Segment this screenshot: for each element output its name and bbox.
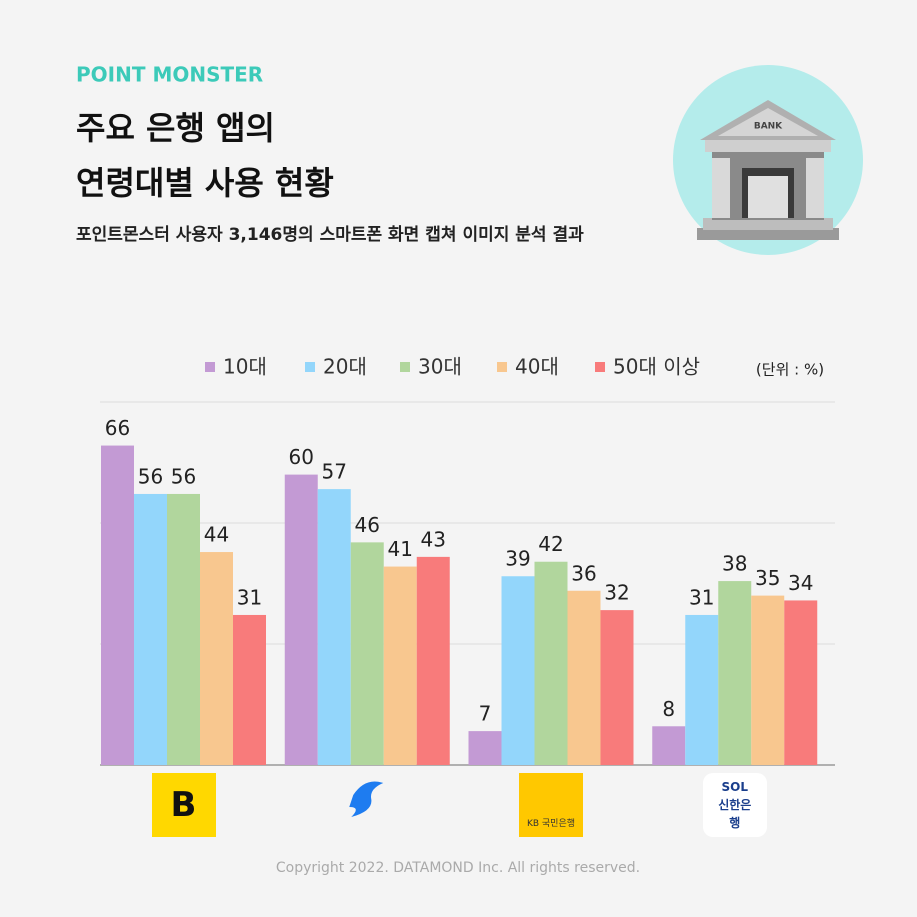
unit-label: (단위 : %) (756, 361, 824, 379)
footer: Copyright 2022. DATAMOND Inc. All rights… (276, 860, 640, 876)
bar (350, 542, 384, 765)
bar (284, 474, 318, 765)
legend-swatch (497, 362, 507, 372)
data-label: 8 (662, 697, 675, 721)
data-label: 57 (322, 460, 347, 484)
bar (167, 493, 200, 765)
bar (468, 731, 502, 765)
legend-swatch (595, 362, 605, 372)
bar (317, 489, 351, 765)
logo-shape (349, 781, 384, 817)
data-label: 56 (138, 464, 163, 488)
category-logo: KB 국민은행 (519, 773, 583, 837)
data-label: 38 (722, 552, 747, 576)
data-label: 44 (204, 523, 229, 547)
bar (233, 614, 266, 765)
category-logo: SOL 신한은행 (702, 773, 767, 837)
bar (101, 445, 134, 765)
subtitle: 포인트몬스터 사용자 3,146명의 스마트폰 화면 캡쳐 이미지 분석 결과 (76, 225, 584, 245)
data-label: 7 (479, 702, 492, 726)
data-label: 32 (604, 581, 629, 605)
data-label: 41 (388, 537, 413, 561)
legend-label: 40대 (515, 355, 559, 379)
bar (567, 590, 601, 765)
bar (134, 493, 167, 765)
bar (416, 556, 450, 765)
bar (600, 610, 634, 765)
illustration-label: BANK (754, 122, 783, 132)
category-logo (335, 773, 399, 837)
legend-label: 10대 (223, 355, 267, 379)
data-label: 46 (355, 513, 380, 537)
data-label: 43 (421, 527, 446, 551)
bar (383, 566, 417, 765)
data-label: 36 (571, 561, 596, 585)
legend-swatch (400, 362, 410, 372)
bar (685, 614, 719, 765)
bar (652, 726, 686, 765)
data-label: 56 (171, 464, 196, 488)
legend-swatch (205, 362, 215, 372)
title-line: 주요 은행 앱의 (76, 109, 275, 147)
data-label: 66 (105, 416, 130, 440)
bar (534, 561, 568, 765)
legend-label: 50대 이상 (613, 355, 700, 379)
bar (501, 576, 535, 765)
legend-label: 30대 (418, 355, 462, 379)
category-logo: B (151, 773, 216, 837)
data-label: 34 (788, 571, 813, 595)
data-label: 42 (538, 532, 563, 556)
legend-swatch (305, 362, 315, 372)
data-label: 31 (237, 585, 262, 609)
bar (200, 552, 233, 765)
data-label: 35 (755, 566, 780, 590)
data-label: 60 (289, 445, 314, 469)
data-label: 31 (689, 585, 714, 609)
bar (718, 581, 752, 765)
bank-illustration: BANK (673, 65, 863, 255)
bar (784, 600, 818, 765)
legend-label: 20대 (323, 355, 367, 379)
title-line: 연령대별 사용 현황 (76, 164, 334, 202)
brand: POINT MONSTER (76, 63, 263, 87)
bar (751, 595, 785, 765)
data-label: 39 (505, 547, 530, 571)
